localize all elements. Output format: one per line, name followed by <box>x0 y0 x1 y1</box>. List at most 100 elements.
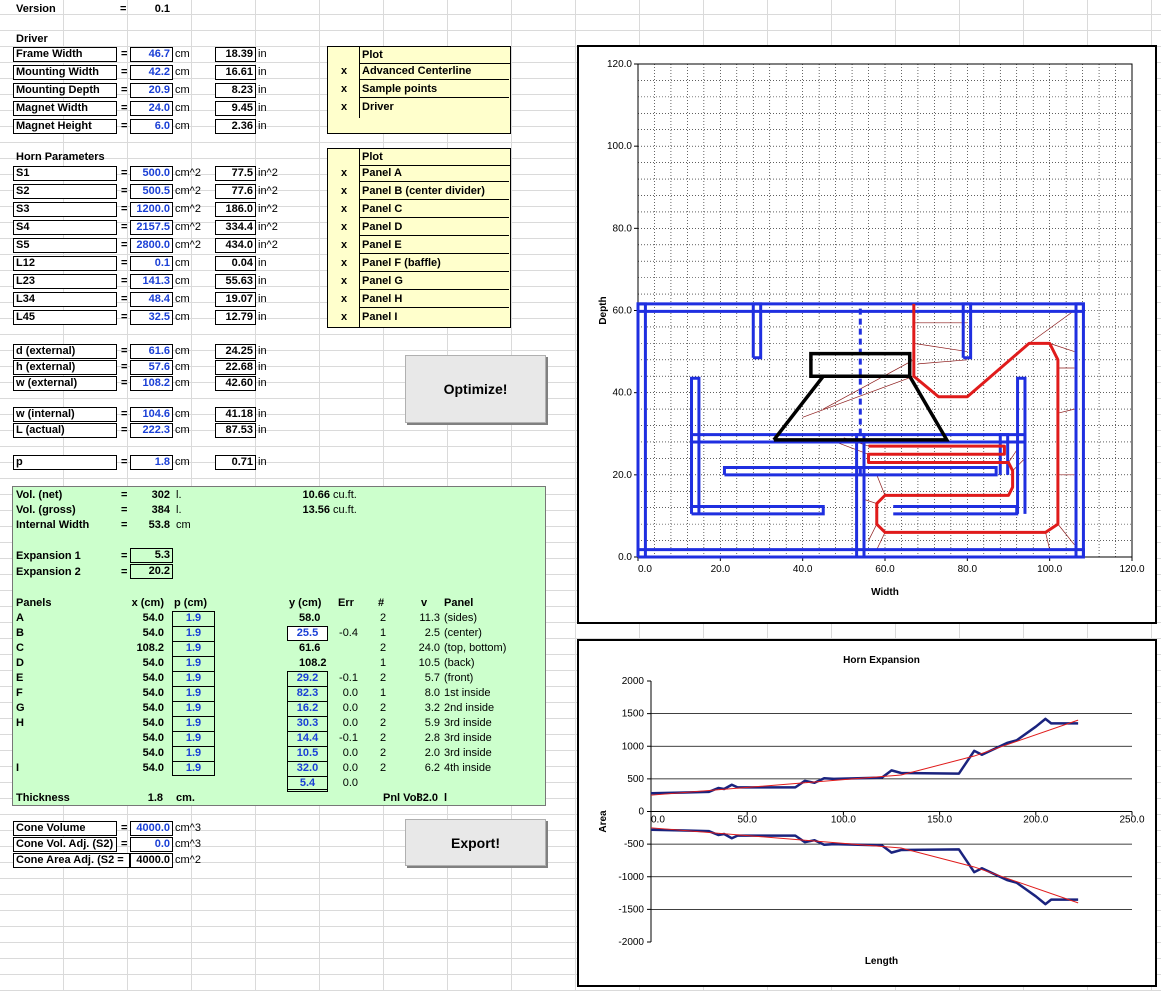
horn-row-cm-value[interactable]: 48.4 <box>130 292 173 307</box>
horn-row-cm-value[interactable]: 32.5 <box>130 310 173 325</box>
panel-y-input[interactable]: 32.0 <box>287 761 328 777</box>
panel-option-item[interactable]: Panel F (baffle) <box>362 257 441 269</box>
panel-v: 2.8 <box>424 732 440 744</box>
horn-expansion-chart[interactable]: Horn Expansion 2000 1500 1000 500 0 -500 -1000 -… <box>577 639 1157 987</box>
horn-row-cm-value[interactable]: 2800.0 <box>130 238 173 253</box>
panel-x: 54.0 <box>142 717 164 729</box>
external-row-cm-value[interactable]: 57.6 <box>130 360 173 375</box>
plot-option-item[interactable]: Driver <box>362 101 394 113</box>
thickness-unit: cm. <box>176 792 195 804</box>
cone-value[interactable]: 4000.0 <box>130 821 173 836</box>
x-tick-label: 0.0 <box>651 815 665 826</box>
horn-row-cm-value[interactable]: 141.3 <box>130 274 173 289</box>
panel-p-input[interactable]: 1.9 <box>172 746 215 762</box>
panel-y-input[interactable]: 16.2 <box>287 701 328 717</box>
panel-option-item[interactable]: Panel I <box>362 311 398 323</box>
external-row-in-value: 42.60 <box>215 376 256 391</box>
horn-row-in-unit: in^2 <box>258 239 278 251</box>
cone-label: Cone Area Adj. (S2 = <box>13 853 130 868</box>
plot-option-item[interactable]: Sample points <box>362 83 438 95</box>
internal-row-cm-value[interactable]: 104.6 <box>130 407 173 422</box>
horn-row-cm-unit: cm^2 <box>175 203 201 215</box>
panel-y-input[interactable]: 30.3 <box>287 716 328 732</box>
horn-row-cm-value[interactable]: 1200.0 <box>130 202 173 217</box>
horn-row-cm-value[interactable]: 2157.5 <box>130 220 173 235</box>
panel-outline <box>860 465 998 477</box>
panel-option-check[interactable]: x <box>340 239 348 251</box>
panel-option-check[interactable]: x <box>340 293 348 305</box>
cone-unit: cm^2 <box>175 854 201 866</box>
panel-y-input[interactable]: 14.4 <box>287 731 328 747</box>
fit-series-line <box>650 827 1079 904</box>
vol-net-cuft-unit: cu.ft. <box>333 489 357 501</box>
panel-y-input[interactable]: 29.2 <box>287 671 328 687</box>
panel-option-check[interactable]: x <box>340 275 348 287</box>
panel-option-check[interactable]: x <box>340 185 348 197</box>
x-tick-label: 250.0 <box>1119 815 1144 826</box>
panel-option-item[interactable]: Panel H <box>362 293 403 305</box>
horn-row-in-unit: in <box>258 275 267 287</box>
panel-v: 5.7 <box>424 672 440 684</box>
panel-p-input[interactable]: 1.9 <box>172 701 215 717</box>
panel-x: 54.0 <box>142 687 164 699</box>
export-button[interactable]: Export! <box>405 819 546 866</box>
panel-p-input[interactable]: 1.9 <box>172 626 215 642</box>
panel-option-item[interactable]: Panel B (center divider) <box>362 185 485 197</box>
panel-y-input[interactable]: 25.5 <box>287 626 328 641</box>
driver-row-cm-value[interactable]: 24.0 <box>130 101 173 116</box>
plot-option-check[interactable]: x <box>340 101 348 113</box>
thickness-label: Thickness <box>16 792 70 804</box>
panel-option-item[interactable]: Panel A <box>362 167 402 179</box>
panel-p-input[interactable]: 1.9 <box>172 671 215 687</box>
panel-p-input[interactable]: 1.9 <box>172 761 215 776</box>
driver-row-cm-value[interactable]: 6.0 <box>130 119 173 134</box>
panel-option-item[interactable]: Panel C <box>362 203 403 215</box>
panel-p-input[interactable]: 1.9 <box>172 731 215 747</box>
driver-row-cm-value[interactable]: 46.7 <box>130 47 173 62</box>
driver-row-cm-value[interactable]: 20.9 <box>130 83 173 98</box>
horn-row-cm-value[interactable]: 500.5 <box>130 184 173 199</box>
sample-line <box>876 474 886 496</box>
horn-row-cm-value[interactable]: 0.1 <box>130 256 173 271</box>
panel-p-input[interactable]: 1.9 <box>172 611 215 627</box>
external-row-equals: = <box>121 377 128 389</box>
sample-line <box>876 532 886 550</box>
panel-p-input[interactable]: 1.9 <box>172 656 215 672</box>
driver-row-cm-value[interactable]: 42.2 <box>130 65 173 80</box>
external-row-cm-value[interactable]: 61.6 <box>130 344 173 359</box>
panel-option-item[interactable]: Panel E <box>362 239 402 251</box>
plot-option-check[interactable]: x <box>340 65 348 77</box>
driver-row-label: Frame Width <box>13 47 117 62</box>
panel-x: 108.2 <box>136 642 164 654</box>
panel-option-item[interactable]: Panel G <box>362 275 403 287</box>
internal-row-cm-value[interactable]: 222.3 <box>130 423 173 438</box>
panel-option-check[interactable]: x <box>340 257 348 269</box>
panel-y-input[interactable]: 82.3 <box>287 686 328 702</box>
panel-p-input[interactable]: 1.9 <box>172 686 215 702</box>
p-cm-value[interactable]: 1.8 <box>130 455 173 470</box>
external-row-cm-value[interactable]: 108.2 <box>130 376 173 391</box>
horn-layout-chart[interactable]: 0.0 20.0 40.0 60.0 80.0 100.0 120.0 0.0 20.0 40.0… <box>577 45 1157 624</box>
plot-option-check[interactable]: x <box>340 83 348 95</box>
panel-option-check[interactable]: x <box>340 311 348 323</box>
optimize-button[interactable]: Optimize! <box>405 355 546 423</box>
panel-p-input[interactable]: 1.9 <box>172 641 215 657</box>
horn-row-cm-value[interactable]: 500.0 <box>130 166 173 181</box>
panel-num: 1 <box>380 687 387 699</box>
panel-option-item[interactable]: Panel D <box>362 221 403 233</box>
panel-p-input[interactable]: 1.9 <box>172 716 215 732</box>
x-tick-label: 120.0 <box>1119 564 1144 575</box>
cone-value[interactable]: 0.0 <box>130 837 173 852</box>
vol-net-label: Vol. (net) <box>16 489 63 501</box>
plot-option-item[interactable]: Advanced Centerline <box>362 65 472 77</box>
vol-gross-cuft: 13.56 <box>302 504 330 516</box>
panel-name: G <box>16 702 25 714</box>
panel-option-check[interactable]: x <box>340 167 348 179</box>
panel-y-input[interactable]: 5.4 <box>287 776 328 792</box>
panel-y-input[interactable]: 10.5 <box>287 746 328 762</box>
x-tick-label: 20.0 <box>711 564 731 575</box>
panel-option-check[interactable]: x <box>340 221 348 233</box>
panel-option-check[interactable]: x <box>340 203 348 215</box>
horn-row-in-value: 77.6 <box>215 184 256 199</box>
external-row-in-unit: in <box>258 345 267 357</box>
